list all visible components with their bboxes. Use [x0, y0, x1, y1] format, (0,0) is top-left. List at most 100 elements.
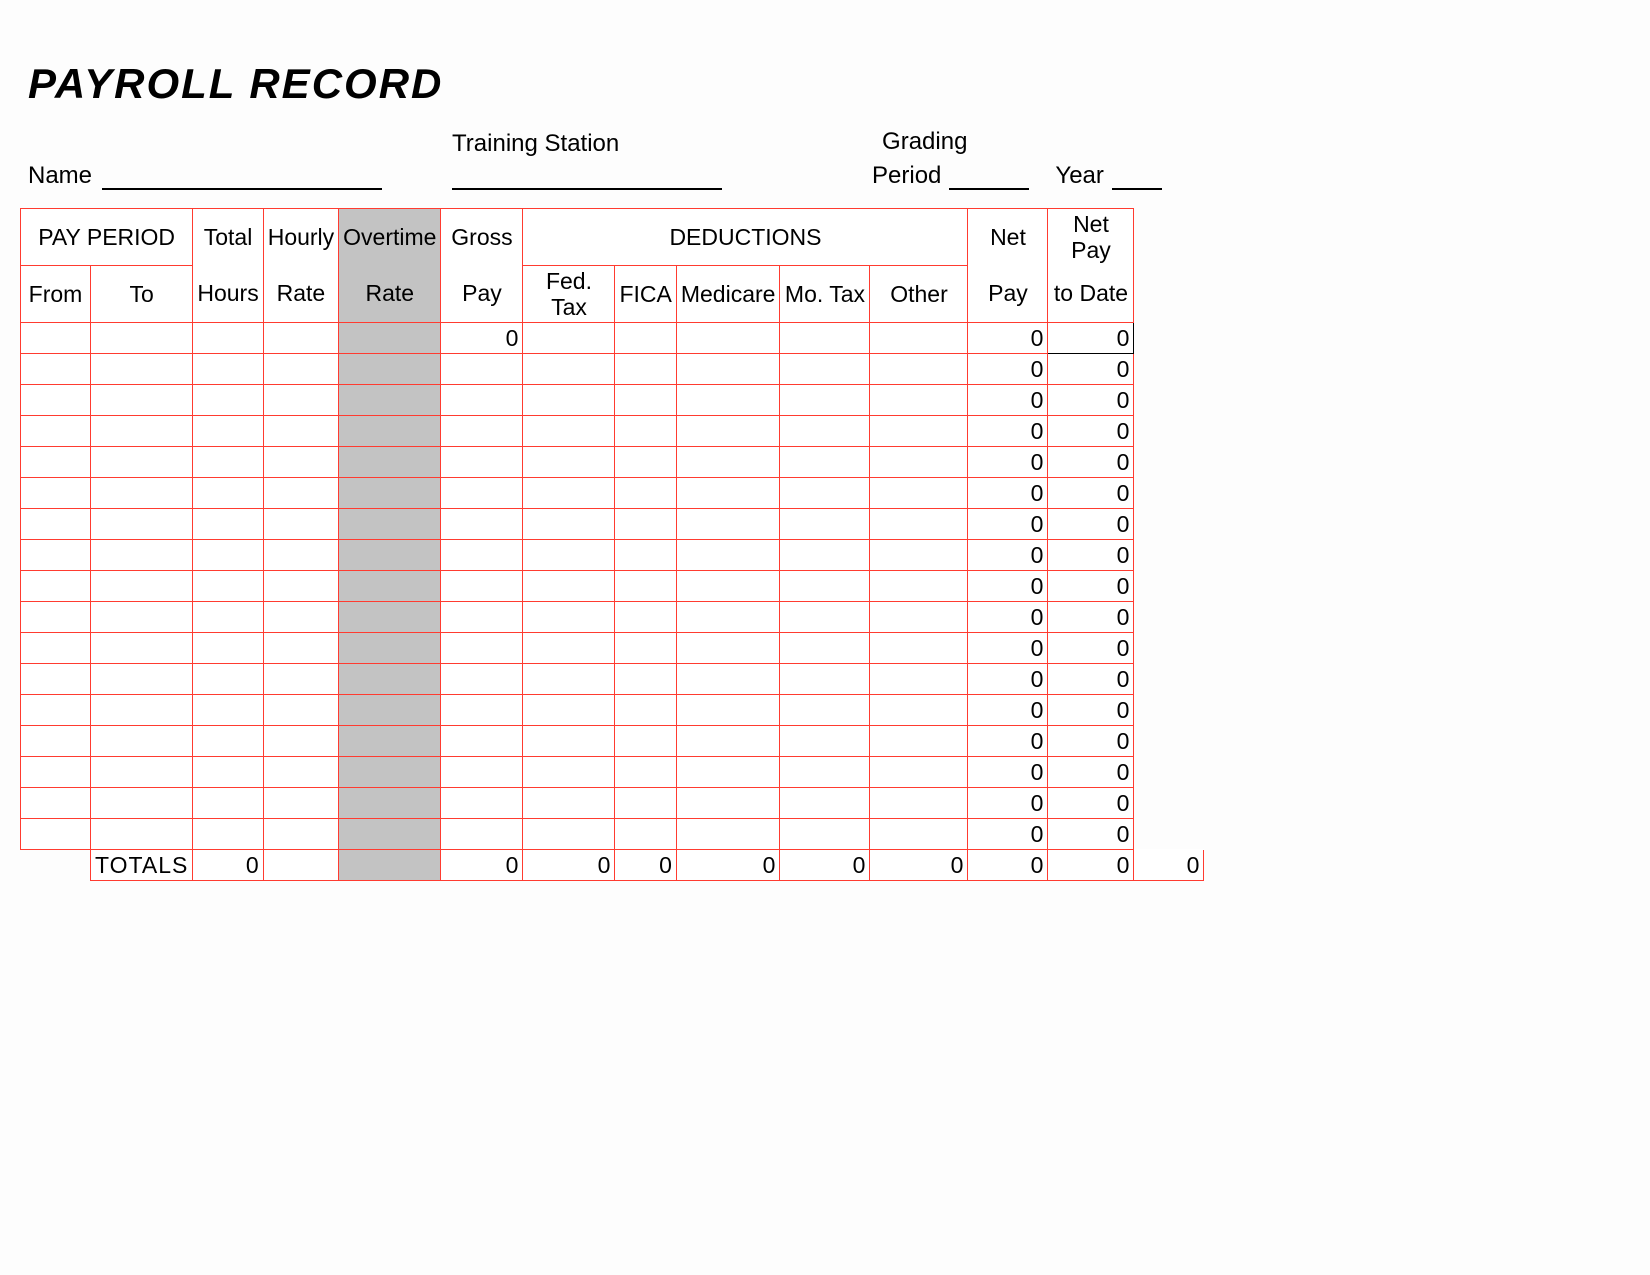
cell[interactable]: [870, 446, 968, 477]
cell[interactable]: [441, 694, 523, 725]
cell[interactable]: [780, 725, 870, 756]
cell[interactable]: [21, 756, 91, 787]
cell[interactable]: 0: [1048, 446, 1134, 477]
cell[interactable]: [441, 787, 523, 818]
cell[interactable]: [523, 508, 615, 539]
cell[interactable]: [870, 539, 968, 570]
cell[interactable]: 0: [1048, 787, 1134, 818]
cell[interactable]: [21, 508, 91, 539]
cell[interactable]: [339, 415, 441, 446]
cell[interactable]: 0: [968, 384, 1048, 415]
cell[interactable]: [676, 415, 780, 446]
cell[interactable]: [523, 632, 615, 663]
cell[interactable]: [263, 446, 338, 477]
cell[interactable]: 0: [1048, 694, 1134, 725]
cell[interactable]: [441, 415, 523, 446]
cell[interactable]: [193, 322, 263, 353]
cell[interactable]: [21, 539, 91, 570]
cell[interactable]: [676, 446, 780, 477]
cell[interactable]: 0: [968, 694, 1048, 725]
cell[interactable]: [193, 756, 263, 787]
cell[interactable]: [193, 446, 263, 477]
cell[interactable]: 0: [1048, 384, 1134, 415]
cell[interactable]: [870, 415, 968, 446]
cell[interactable]: 0: [1048, 601, 1134, 632]
cell[interactable]: [21, 818, 91, 849]
cell[interactable]: [870, 601, 968, 632]
cell[interactable]: [870, 353, 968, 384]
cell[interactable]: [615, 446, 676, 477]
cell[interactable]: 0: [968, 725, 1048, 756]
cell[interactable]: 0: [968, 446, 1048, 477]
cell[interactable]: [780, 663, 870, 694]
cell[interactable]: [441, 570, 523, 601]
cell[interactable]: [780, 601, 870, 632]
cell[interactable]: [91, 632, 193, 663]
cell[interactable]: [676, 477, 780, 508]
cell[interactable]: [263, 756, 338, 787]
cell[interactable]: [615, 384, 676, 415]
cell[interactable]: [676, 663, 780, 694]
cell[interactable]: [21, 384, 91, 415]
cell[interactable]: [339, 818, 441, 849]
cell[interactable]: [21, 601, 91, 632]
cell[interactable]: 0: [968, 601, 1048, 632]
cell[interactable]: [870, 384, 968, 415]
cell[interactable]: 0: [968, 663, 1048, 694]
cell[interactable]: [21, 446, 91, 477]
cell[interactable]: [91, 570, 193, 601]
cell[interactable]: [780, 539, 870, 570]
cell[interactable]: [676, 353, 780, 384]
cell[interactable]: [615, 756, 676, 787]
cell[interactable]: [676, 570, 780, 601]
cell[interactable]: [523, 477, 615, 508]
cell[interactable]: [615, 632, 676, 663]
cell[interactable]: [91, 508, 193, 539]
cell[interactable]: [339, 508, 441, 539]
cell[interactable]: 0: [441, 322, 523, 353]
cell[interactable]: [339, 632, 441, 663]
cell[interactable]: [263, 508, 338, 539]
cell[interactable]: [523, 787, 615, 818]
cell[interactable]: [523, 694, 615, 725]
cell[interactable]: [780, 756, 870, 787]
cell[interactable]: [615, 539, 676, 570]
cell[interactable]: [193, 508, 263, 539]
cell[interactable]: [91, 756, 193, 787]
cell[interactable]: [193, 353, 263, 384]
cell[interactable]: 0: [968, 508, 1048, 539]
cell[interactable]: [91, 787, 193, 818]
cell[interactable]: [441, 508, 523, 539]
cell[interactable]: 0: [1048, 632, 1134, 663]
cell[interactable]: 0: [968, 477, 1048, 508]
cell[interactable]: [523, 570, 615, 601]
cell[interactable]: [615, 508, 676, 539]
cell[interactable]: [676, 632, 780, 663]
cell[interactable]: [193, 415, 263, 446]
cell[interactable]: [523, 415, 615, 446]
cell[interactable]: [780, 818, 870, 849]
cell[interactable]: [339, 756, 441, 787]
cell[interactable]: [676, 384, 780, 415]
cell[interactable]: [91, 539, 193, 570]
cell[interactable]: [870, 787, 968, 818]
cell[interactable]: [523, 322, 615, 353]
cell[interactable]: [339, 384, 441, 415]
cell[interactable]: [91, 477, 193, 508]
cell[interactable]: 0: [1048, 725, 1134, 756]
cell[interactable]: [780, 694, 870, 725]
cell[interactable]: [339, 322, 441, 353]
cell[interactable]: [441, 353, 523, 384]
cell[interactable]: 0: [1048, 353, 1134, 384]
cell[interactable]: [615, 353, 676, 384]
cell[interactable]: 0: [1048, 539, 1134, 570]
cell[interactable]: [870, 663, 968, 694]
cell[interactable]: 0: [968, 415, 1048, 446]
cell[interactable]: 0: [1048, 415, 1134, 446]
cell[interactable]: [441, 539, 523, 570]
cell[interactable]: [91, 818, 193, 849]
cell[interactable]: [441, 601, 523, 632]
cell[interactable]: 0: [1048, 570, 1134, 601]
cell[interactable]: [21, 632, 91, 663]
cell[interactable]: [263, 663, 338, 694]
